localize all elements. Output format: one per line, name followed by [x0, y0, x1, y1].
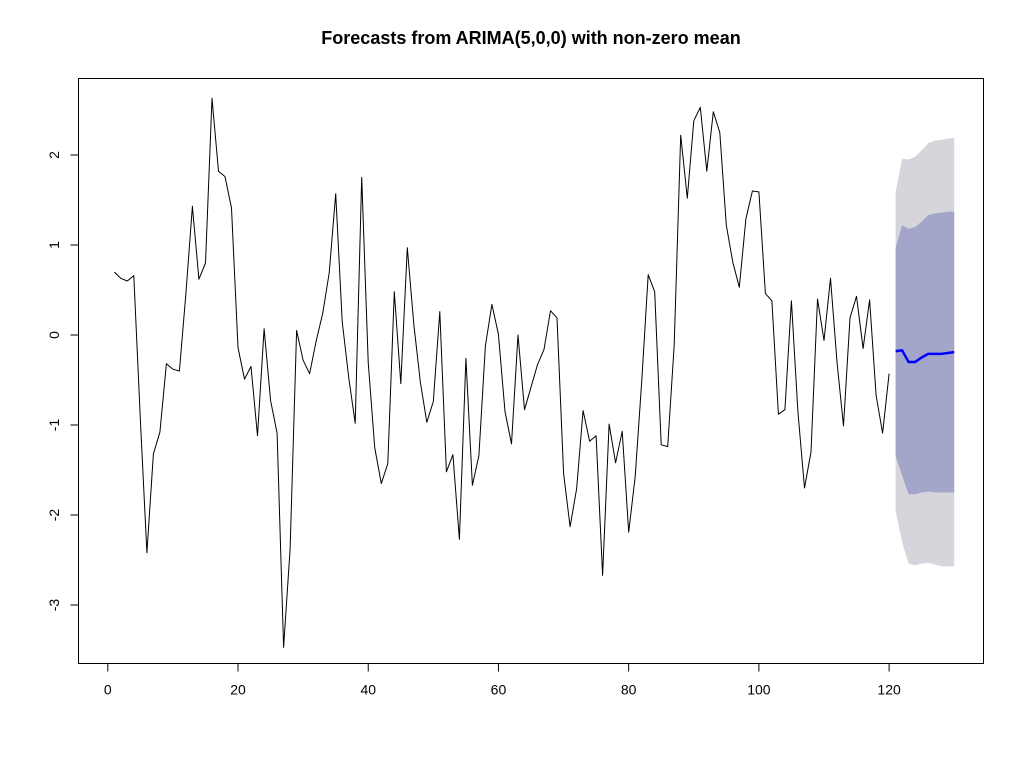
y-tick-label: -2	[46, 509, 62, 522]
plot-frame	[78, 78, 984, 664]
x-tick-label: 120	[877, 682, 901, 698]
x-tick-label: 20	[230, 682, 246, 698]
x-axis: 0 20 40 60 80 100 120	[104, 663, 901, 698]
y-tick-label: -3	[46, 599, 62, 612]
x-tick-label: 80	[621, 682, 637, 698]
y-tick-label: 1	[46, 241, 62, 249]
x-tick-label: 40	[360, 682, 376, 698]
y-tick-label: -1	[46, 419, 62, 432]
x-tick-label: 60	[491, 682, 507, 698]
x-tick-label: 100	[747, 682, 771, 698]
x-tick-label: 0	[104, 682, 112, 698]
y-axis: -3 -2 -1 0 1 2	[46, 151, 79, 612]
forecast-intervals	[895, 137, 955, 567]
series-line-forecast-mean	[895, 349, 955, 364]
y-tick-label: 0	[46, 331, 62, 339]
interval-band-80	[895, 211, 955, 495]
series-line-observed	[113, 97, 890, 648]
chart-title: Forecasts from ARIMA(5,0,0) with non-zer…	[321, 28, 741, 48]
series-lines	[113, 97, 955, 648]
y-tick-label: 2	[46, 151, 62, 159]
